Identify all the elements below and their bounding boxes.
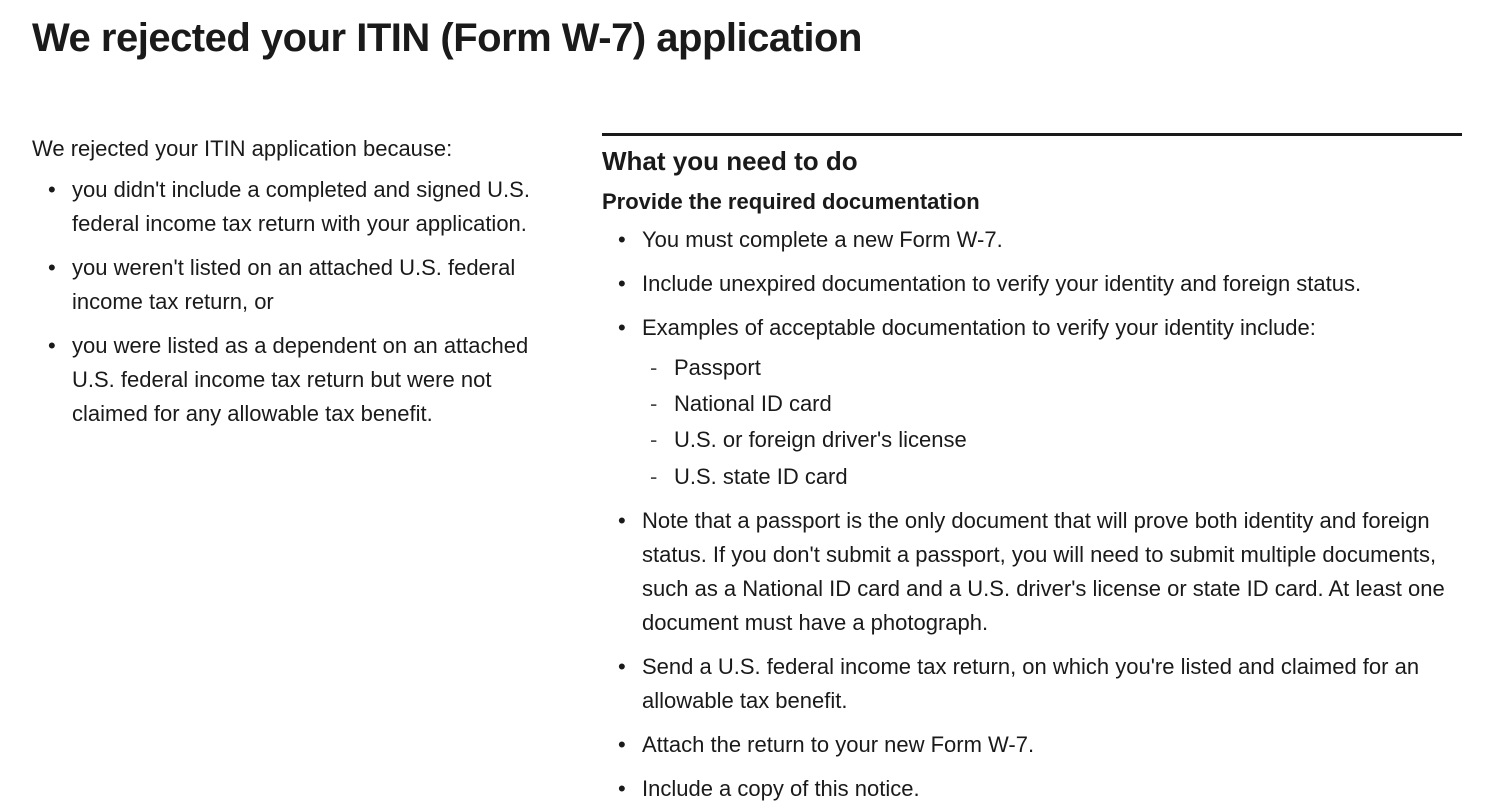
- instructions-list: You must complete a new Form W-7. Includ…: [602, 223, 1462, 802]
- instruction-item: Send a U.S. federal income tax return, o…: [602, 650, 1462, 718]
- instruction-item-text: Examples of acceptable documentation to …: [642, 315, 1316, 340]
- instruction-item: Include unexpired documentation to verif…: [602, 267, 1462, 301]
- acceptable-doc-item: U.S. or foreign driver's license: [642, 423, 1462, 457]
- instruction-item: Examples of acceptable documentation to …: [602, 311, 1462, 493]
- section-heading: What you need to do: [602, 146, 1462, 177]
- left-column: We rejected your ITIN application becaus…: [32, 133, 542, 442]
- instruction-item: Note that a passport is the only documen…: [602, 504, 1462, 640]
- acceptable-doc-item: Passport: [642, 351, 1462, 385]
- rejection-reason-item: you weren't listed on an attached U.S. f…: [32, 251, 542, 319]
- rejection-reasons-list: you didn't include a completed and signe…: [32, 173, 542, 432]
- page-title: We rejected your ITIN (Form W-7) applica…: [32, 16, 1470, 61]
- acceptable-doc-item: U.S. state ID card: [642, 460, 1462, 494]
- rejection-reason-item: you didn't include a completed and signe…: [32, 173, 542, 241]
- section-rule: [602, 133, 1462, 136]
- instruction-item: Attach the return to your new Form W-7.: [602, 728, 1462, 762]
- acceptable-docs-list: Passport National ID card U.S. or foreig…: [642, 351, 1462, 493]
- instruction-item: Include a copy of this notice.: [602, 772, 1462, 802]
- section-subheading: Provide the required documentation: [602, 189, 1462, 215]
- acceptable-doc-item: National ID card: [642, 387, 1462, 421]
- rejection-reason-item: you were listed as a dependent on an att…: [32, 329, 542, 431]
- document-page: We rejected your ITIN (Form W-7) applica…: [0, 0, 1502, 802]
- two-column-layout: We rejected your ITIN application becaus…: [32, 133, 1470, 802]
- rejection-intro: We rejected your ITIN application becaus…: [32, 133, 542, 165]
- instruction-item: You must complete a new Form W-7.: [602, 223, 1462, 257]
- right-column: What you need to do Provide the required…: [602, 133, 1462, 802]
